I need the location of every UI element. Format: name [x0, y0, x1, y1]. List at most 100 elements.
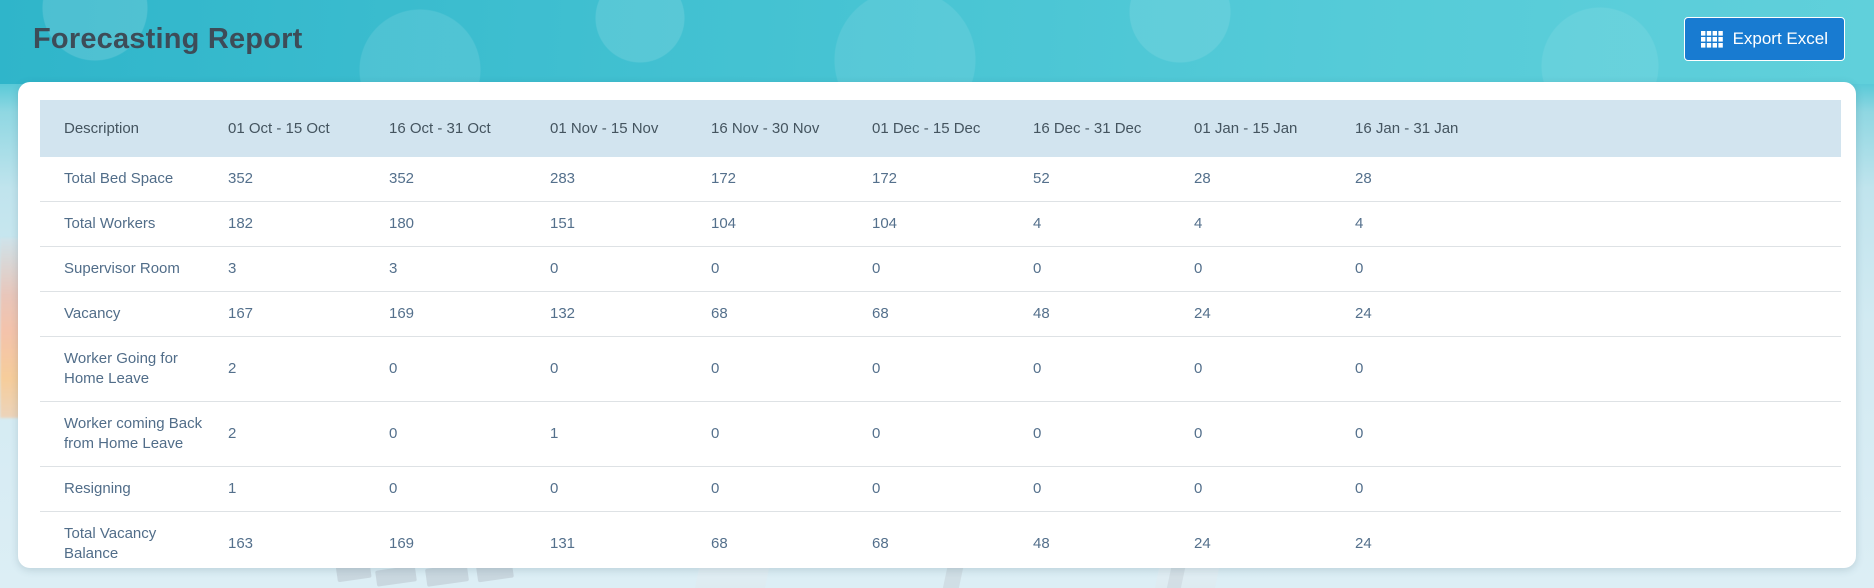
table-cell: 0 [1182, 246, 1343, 292]
table-cell: 3 [377, 246, 538, 292]
table-cell: 3 [216, 246, 377, 292]
table-cell: 28 [1343, 157, 1841, 202]
table-row: Vacancy 167 169 132 68 68 48 24 24 [40, 291, 1841, 337]
table-cell: 0 [1021, 336, 1182, 402]
table-cell: 0 [538, 466, 699, 512]
table-cell: 0 [1343, 466, 1841, 512]
hero-background [0, 0, 1874, 84]
table-cell: 182 [216, 201, 377, 247]
table-cell: 151 [538, 201, 699, 247]
column-header: 16 Nov - 30 Nov [699, 100, 860, 157]
table-cell: 28 [1182, 157, 1343, 202]
table-cell: 48 [1021, 291, 1182, 337]
row-label: Worker Going for Home Leave [40, 336, 216, 402]
table-body: Total Bed Space 352 352 283 172 172 52 28 28 Tota… [40, 157, 1841, 568]
table-row: Supervisor Room 3 3 0 0 0 0 0 0 [40, 246, 1841, 292]
table-header-row: Description 01 Oct - 15 Oct 16 Oct - 31 Oc… [40, 100, 1841, 157]
table-cell: 0 [1182, 466, 1343, 512]
row-label: Total Workers [40, 201, 216, 247]
table-cell: 0 [1343, 246, 1841, 292]
table-cell: 132 [538, 291, 699, 337]
table-cell: 167 [216, 291, 377, 337]
table-cell: 0 [377, 401, 538, 467]
table-row: Worker Going for Home Leave 2 0 0 0 0 0 0 0 [40, 336, 1841, 402]
report-card: Description 01 Oct - 15 Oct 16 Oct - 31 Oc… [18, 82, 1856, 568]
table-cell: 163 [216, 511, 377, 568]
table-cell: 0 [1343, 401, 1841, 467]
table-cell: 52 [1021, 157, 1182, 202]
row-label: Resigning [40, 466, 216, 512]
table-cell: 0 [1182, 401, 1343, 467]
table-row: Total Vacancy Balance 163 169 131 68 68 48 24 24 [40, 511, 1841, 568]
table-cell: 172 [860, 157, 1021, 202]
table-row: Resigning 1 0 0 0 0 0 0 0 [40, 466, 1841, 512]
table-cell: 0 [377, 466, 538, 512]
table-cell: 24 [1182, 511, 1343, 568]
column-header: Description [40, 100, 216, 157]
excel-grid-icon [1700, 30, 1723, 48]
column-header: 01 Dec - 15 Dec [860, 100, 1021, 157]
export-excel-label: Export Excel [1732, 29, 1828, 48]
forecasting-table: Description 01 Oct - 15 Oct 16 Oct - 31 Oc… [40, 100, 1841, 568]
table-cell: 0 [1182, 336, 1343, 402]
table-cell: 0 [860, 246, 1021, 292]
deco-tile [375, 565, 417, 587]
column-header: 16 Jan - 31 Jan [1343, 100, 1841, 157]
table-cell: 24 [1343, 291, 1841, 337]
column-header: 16 Oct - 31 Oct [377, 100, 538, 157]
table-row: Worker coming Back from Home Leave 2 0 1 0 0 0… [40, 401, 1841, 467]
table-cell: 104 [860, 201, 1021, 247]
table-cell: 68 [860, 291, 1021, 337]
table-cell: 4 [1021, 201, 1182, 247]
table-cell: 68 [860, 511, 1021, 568]
table-cell: 0 [1021, 246, 1182, 292]
table-cell: 131 [538, 511, 699, 568]
table-cell: 1 [538, 401, 699, 467]
table-cell: 0 [377, 336, 538, 402]
table-cell: 0 [699, 466, 860, 512]
table-cell: 283 [538, 157, 699, 202]
row-label: Total Bed Space [40, 157, 216, 202]
table-row: Total Workers 182 180 151 104 104 4 4 4 [40, 201, 1841, 247]
table-cell: 352 [377, 157, 538, 202]
table-cell: 2 [216, 336, 377, 402]
table-cell: 4 [1182, 201, 1343, 247]
column-header: 01 Oct - 15 Oct [216, 100, 377, 157]
table-cell: 172 [699, 157, 860, 202]
page-header: Forecasting Report Export Excel [0, 0, 1874, 78]
table-cell: 0 [538, 336, 699, 402]
table-cell: 1 [216, 466, 377, 512]
table-cell: 24 [1343, 511, 1841, 568]
table-cell: 0 [699, 401, 860, 467]
table-cell: 169 [377, 291, 538, 337]
table-cell: 180 [377, 201, 538, 247]
table-cell: 0 [860, 336, 1021, 402]
row-label: Total Vacancy Balance [40, 511, 216, 568]
table-cell: 4 [1343, 201, 1841, 247]
table-cell: 0 [1021, 401, 1182, 467]
column-header: 01 Nov - 15 Nov [538, 100, 699, 157]
page-title: Forecasting Report [33, 22, 303, 55]
column-header: 01 Jan - 15 Jan [1182, 100, 1343, 157]
table-cell: 0 [1343, 336, 1841, 402]
table-cell: 24 [1182, 291, 1343, 337]
background-sunset-decoration [0, 238, 20, 418]
table-cell: 48 [1021, 511, 1182, 568]
row-label: Vacancy [40, 291, 216, 337]
table-row: Total Bed Space 352 352 283 172 172 52 28 28 [40, 157, 1841, 202]
table-cell: 0 [1021, 466, 1182, 512]
table-cell: 0 [860, 466, 1021, 512]
table-cell: 0 [538, 246, 699, 292]
table-cell: 169 [377, 511, 538, 568]
table-cell: 2 [216, 401, 377, 467]
table-cell: 352 [216, 157, 377, 202]
row-label: Worker coming Back from Home Leave [40, 401, 216, 467]
row-label: Supervisor Room [40, 246, 216, 292]
table-cell: 68 [699, 511, 860, 568]
table-cell: 0 [699, 336, 860, 402]
table-cell: 0 [860, 401, 1021, 467]
table-cell: 0 [699, 246, 860, 292]
table-cell: 68 [699, 291, 860, 337]
export-excel-button[interactable]: Export Excel [1683, 17, 1845, 61]
